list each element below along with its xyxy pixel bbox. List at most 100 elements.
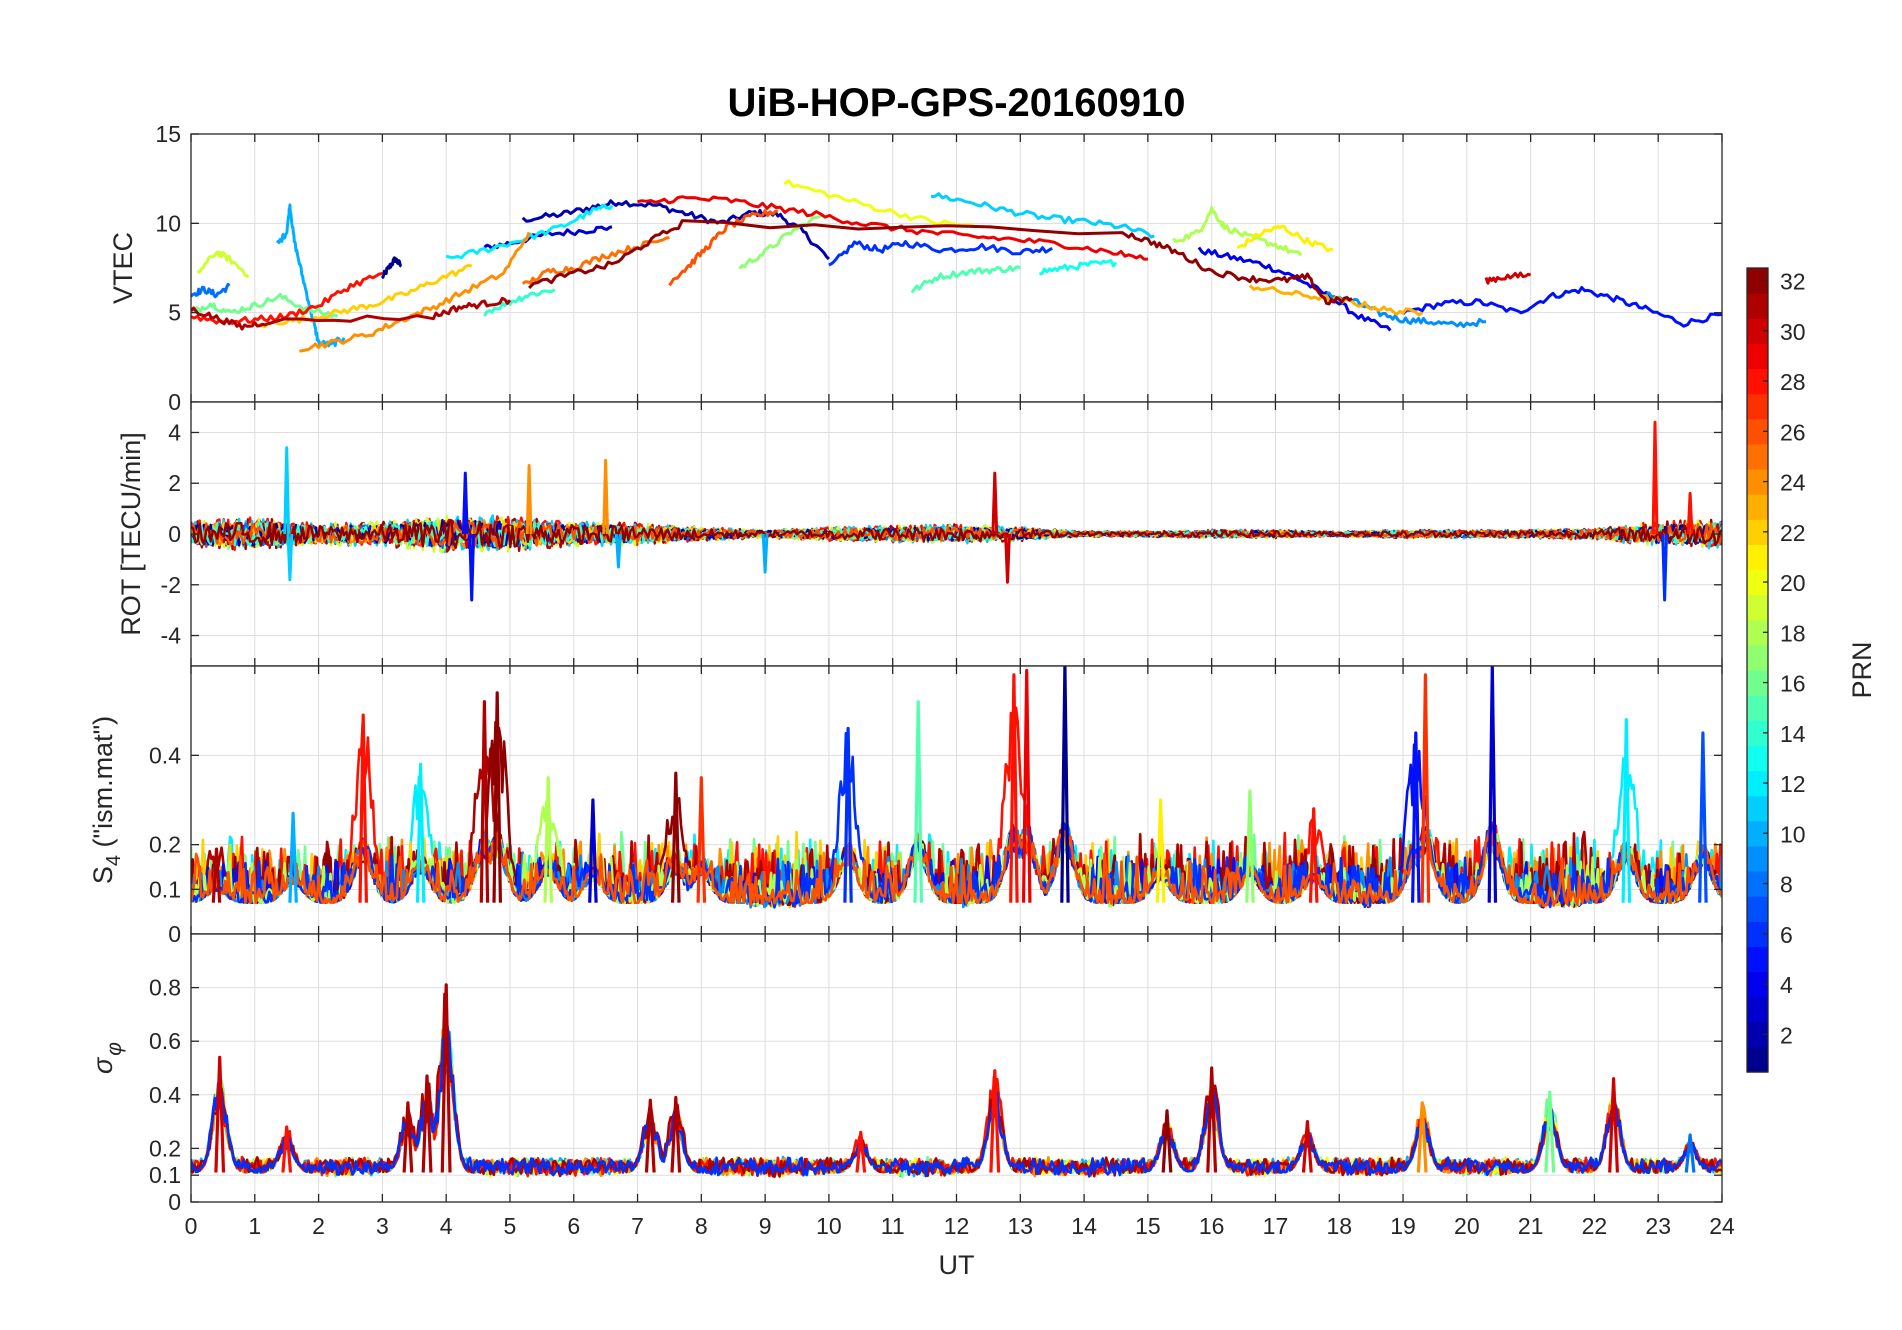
x-tick-label: 21 [1518, 1213, 1544, 1239]
s4-peak-prn-17 [1245, 789, 1255, 903]
sigma-peak-prn-28 [989, 1069, 1001, 1173]
y-tick-label: -2 [161, 572, 181, 598]
colorbar-segment [1747, 720, 1768, 746]
x-tick-label: 3 [376, 1213, 389, 1239]
colorbar-segment [1747, 1046, 1768, 1073]
s4-peak-prn-29 [1021, 668, 1032, 903]
vtec-series-prn-32 [528, 219, 1353, 306]
sigma-peak-prn-30 [214, 1055, 226, 1173]
y-tick-label: 0 [168, 1189, 181, 1215]
x-tick-label: 20 [1454, 1213, 1480, 1239]
s4-peak-prn-5 [1411, 731, 1421, 903]
x-tick-label: 1 [248, 1213, 261, 1239]
sigma-peak-prn-28 [281, 1125, 293, 1173]
colorbar-tick-label: 22 [1780, 520, 1806, 546]
sigma-peak-prn-16 [1544, 1090, 1556, 1173]
vtec-series-prn-24 [299, 231, 531, 353]
colorbar-segment [1747, 569, 1768, 596]
colorbar-segment [1747, 1021, 1768, 1048]
series-group [191, 179, 1722, 353]
series-group [191, 983, 1722, 1179]
s4-peak-prn-21 [1155, 798, 1166, 903]
colorbar-segment [1747, 896, 1768, 922]
colorbar-segment [1747, 946, 1768, 973]
vtec-series-prn-13 [1039, 259, 1118, 276]
vtec-series-prn-12 [445, 203, 614, 260]
s4-peak-prn-1 [1060, 666, 1070, 903]
rot-spike-prn-10 [615, 533, 622, 569]
s4-peak-prn-28 [358, 713, 368, 903]
s4-peak-prn-28 [1308, 807, 1319, 903]
x-tick-label: 14 [1071, 1213, 1097, 1239]
vtec-series-prn-29 [637, 195, 1148, 261]
s4-peak-prn-27 [696, 776, 707, 903]
colorbar-segment [1747, 845, 1768, 872]
sigma-peak-prn-31 [1206, 1066, 1218, 1173]
colorbar-tick-label: 28 [1780, 369, 1806, 395]
series-group [191, 420, 1722, 602]
rot-spike-prn-28 [1651, 420, 1659, 535]
sigma-peak-prn-24 [1416, 1101, 1428, 1173]
series-group [191, 666, 1722, 909]
x-tick-label: 12 [944, 1213, 970, 1239]
vtec-series-prn-8 [191, 282, 231, 299]
s4-peak-prn-15 [913, 700, 923, 903]
panel-1: 0 5 10 15 VTEC [108, 121, 1723, 415]
s4-peak-prn-12 [1621, 718, 1632, 903]
rot-spike-prn-28 [1686, 491, 1694, 535]
vtec-series-prn-6 [828, 240, 1053, 267]
ticks [190, 402, 1723, 666]
colorbar-tick-label: 2 [1780, 1022, 1793, 1048]
x-tick-label: 16 [1199, 1213, 1225, 1239]
colorbar-segment [1747, 293, 1768, 319]
x-tick-label: 5 [504, 1213, 517, 1239]
y-tick-label: 0.2 [149, 832, 181, 858]
rot-spike-prn-11 [283, 446, 291, 535]
rot-spike-prn-24 [525, 464, 533, 535]
vtec-series-prn-19 [196, 250, 250, 278]
colorbar-segment [1747, 393, 1768, 420]
sigma-peak-prn-31 [402, 1101, 414, 1173]
s4-peak-prn-6 [843, 726, 853, 903]
colorbar-segment [1747, 770, 1768, 797]
colorbar-segment [1747, 820, 1768, 847]
colorbar-segment [1747, 619, 1768, 646]
vtec-series-prn-11 [930, 192, 1155, 239]
x-tick-label: 17 [1263, 1213, 1289, 1239]
x-tick-label: 18 [1326, 1213, 1352, 1239]
sigma-peak-prn-8 [1684, 1133, 1696, 1173]
colorbar-segment [1747, 971, 1768, 998]
s4-peak-prn-7 [1698, 731, 1708, 903]
vtec-series-prn-25 [521, 236, 670, 285]
y-tick-label: -4 [161, 623, 182, 649]
y-axis-label: S4 ("ism.mat") [88, 716, 125, 884]
y-tick-label: 0 [168, 521, 181, 547]
sigma-peak-prn-31 [644, 1098, 656, 1173]
colorbar-segment [1747, 268, 1768, 294]
colorbar-segment [1747, 644, 1768, 671]
x-tick-label: 22 [1582, 1213, 1608, 1239]
rot-spike-prn-11 [286, 533, 294, 582]
colorbar-segment [1747, 469, 1768, 495]
x-tick-label: 8 [695, 1213, 708, 1239]
y-axis-label: σφ [88, 1042, 126, 1074]
y-tick-label: 0.4 [149, 1082, 181, 1108]
rot-spike-prn-30 [1004, 533, 1011, 584]
colorbar-segment [1747, 544, 1768, 571]
x-tick-label: 9 [759, 1213, 772, 1239]
colorbar-tick-label: 20 [1780, 570, 1806, 596]
colorbar-segment [1747, 594, 1768, 621]
y-tick-label: 5 [168, 300, 181, 326]
panel-3: 0 0.1 0.2 0.4 S4 ("ism.mat") [88, 665, 1723, 947]
colorbar-segment [1747, 795, 1768, 822]
x-tick-label: 10 [816, 1213, 842, 1239]
y-axis-label: VTEC [108, 232, 138, 304]
colorbar-tick-label: 30 [1780, 319, 1806, 345]
colorbar-tick-label: 18 [1780, 620, 1806, 646]
colorbar-segment [1747, 519, 1768, 545]
rot-spike-prn-5 [461, 471, 469, 535]
colorbar-segment [1747, 871, 1768, 897]
vtec-series-prn-1 [381, 256, 403, 279]
vtec-series-prn-15 [910, 265, 1021, 294]
